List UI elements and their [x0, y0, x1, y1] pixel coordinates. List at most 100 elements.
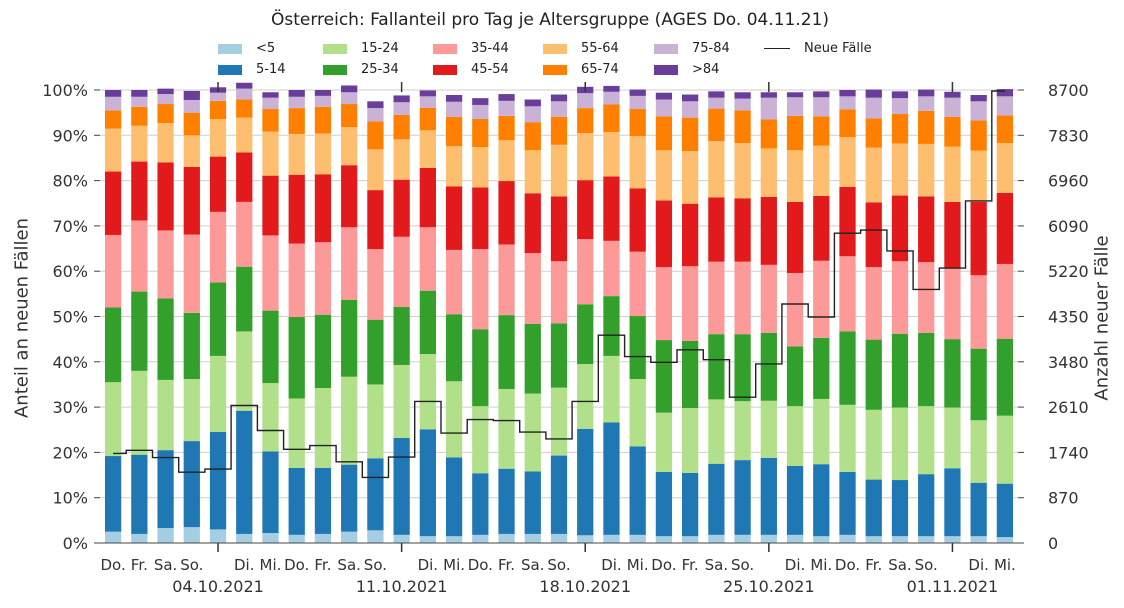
bar-segment [262, 97, 279, 110]
bar-segment [603, 422, 620, 535]
bar-segment [918, 262, 935, 333]
bar-segment [445, 249, 463, 315]
x-tick-label-day: Mi. [810, 556, 832, 574]
bar-segment [970, 348, 987, 421]
x-tick-label-day: Di. [968, 556, 989, 574]
bar-segment [288, 534, 305, 543]
bar-segment [839, 137, 856, 187]
bar-segment [341, 531, 358, 543]
legend-label-s4: 35-44 [471, 41, 509, 56]
bar-segment [786, 201, 804, 274]
bar-segment [472, 104, 489, 119]
x-tick-label-day: So. [180, 556, 203, 574]
bar-segment [839, 90, 856, 97]
bar-segment [865, 89, 882, 98]
bar-segment [472, 534, 489, 543]
legend-item-s3: 25-34 [323, 62, 399, 80]
bar-segment [682, 472, 699, 537]
y-tick-label-right: 6960 [1048, 172, 1089, 191]
bar-segment [577, 364, 594, 429]
y-tick-label-left: 90% [52, 126, 88, 145]
bar-segment [708, 334, 725, 400]
bar-segment [236, 88, 253, 100]
bar-segment [314, 95, 332, 107]
bar-segment [891, 480, 909, 537]
legend-label-s7: 65-74 [581, 62, 619, 77]
bar-segment [367, 121, 384, 150]
bar-segment [131, 370, 148, 455]
bar-segment [865, 409, 882, 480]
bar-segment [157, 104, 174, 124]
bar-segment [419, 536, 436, 543]
bar-segment [655, 536, 673, 543]
bar-segment [393, 95, 410, 103]
bar-segment [603, 240, 620, 297]
y-tick-label-left: 20% [52, 443, 88, 462]
bar-segment [603, 85, 620, 92]
bar-segment [603, 534, 620, 543]
y-axis-label-right: Anzahl neuer Fälle [1091, 235, 1113, 401]
bar-segment [682, 94, 699, 102]
bar-segment [104, 307, 122, 383]
bar-segment [629, 136, 646, 189]
bar-segment [209, 529, 227, 543]
bar-segment [262, 131, 279, 176]
bar-segment [314, 106, 332, 134]
x-tick-label-day: Di. [601, 556, 622, 574]
bar-segment [236, 533, 253, 543]
legend-label-s5: 45-54 [471, 62, 509, 77]
y-tick-label-left: 60% [52, 262, 88, 281]
bar-segment [944, 468, 961, 537]
legend-swatch-s8 [654, 43, 678, 54]
bar-segment [891, 195, 909, 262]
bar-segment [708, 197, 725, 262]
bar-segment [209, 282, 227, 356]
bar-segment [734, 198, 751, 262]
bar-segment [682, 408, 699, 473]
bar-segment [472, 187, 489, 250]
bar-segment [760, 97, 777, 120]
bar-segment [577, 428, 594, 536]
bar-segment [393, 437, 410, 535]
bar-segment [262, 383, 279, 452]
bar-segment [131, 454, 148, 534]
bar-segment [944, 97, 961, 117]
bar-segment [786, 150, 804, 202]
bar-segment [760, 148, 777, 197]
x-tick-label-date: 25.10.2021 [723, 577, 815, 596]
bar-segment [104, 531, 122, 543]
bar-segment [472, 147, 489, 188]
bar-segment [341, 376, 358, 465]
bar-segment [996, 338, 1014, 416]
legend-swatch-s9 [654, 64, 678, 75]
bar-segment [262, 310, 279, 384]
y-tick-label-left: 100% [42, 81, 88, 100]
bar-segment [314, 388, 332, 468]
bar-segment [970, 201, 987, 276]
bar-segment [970, 101, 987, 121]
legend-item-s8: 75-84 [654, 41, 730, 59]
y-tick-label-right: 870 [1048, 489, 1079, 508]
x-tick-label-day: Di. [785, 556, 806, 574]
bar-segment [786, 534, 804, 543]
bar-segment [813, 196, 830, 261]
bar-segment [813, 337, 830, 399]
bar-segment [629, 534, 646, 543]
bar-segment [209, 118, 227, 157]
bar-segment [839, 96, 856, 110]
bar-segment [760, 119, 777, 149]
bar-segment [393, 364, 410, 438]
bar-segment [655, 200, 673, 268]
bar-segment [341, 104, 358, 128]
bar-segment [341, 92, 358, 105]
bar-segment [104, 382, 122, 457]
x-tick-label-day: So. [915, 556, 938, 574]
bar-segment [865, 118, 882, 148]
bar-segment [865, 97, 882, 119]
bar-segment [445, 101, 463, 117]
x-tick-label-day: Do. [468, 556, 493, 574]
bar-segment [183, 527, 200, 543]
bar-segment [970, 482, 987, 537]
bar-segment [786, 273, 804, 347]
bar-segment [367, 249, 384, 320]
